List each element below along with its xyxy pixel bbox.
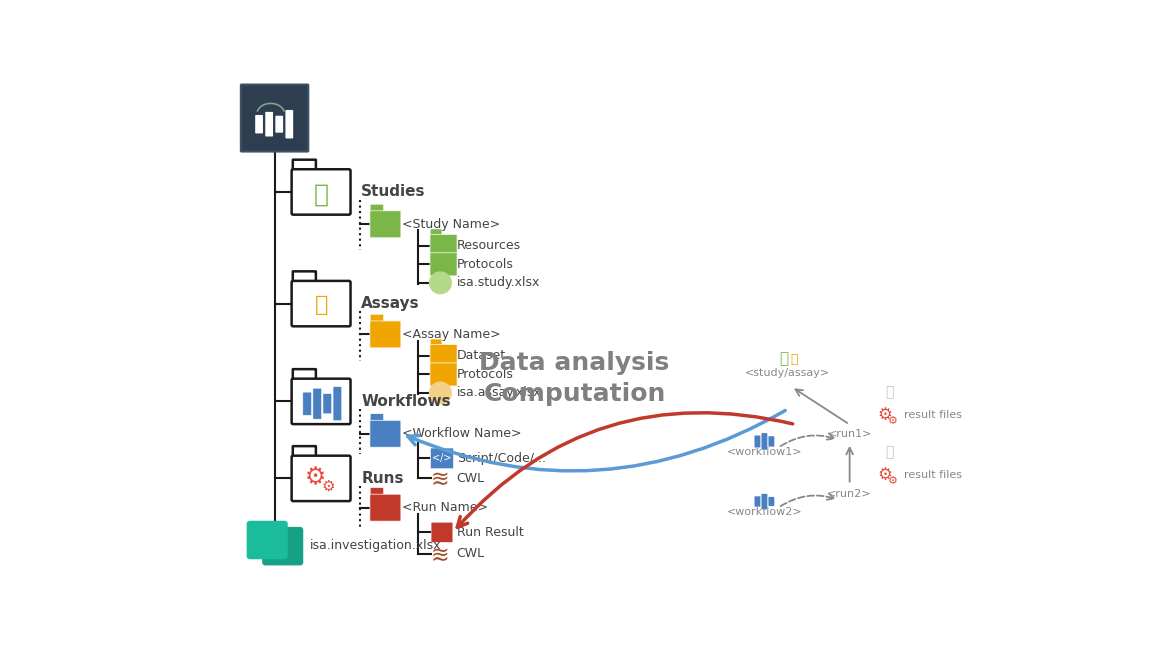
Text: ⚙: ⚙ bbox=[888, 417, 899, 426]
FancyBboxPatch shape bbox=[761, 494, 767, 509]
FancyBboxPatch shape bbox=[291, 281, 350, 326]
Text: <run1>: <run1> bbox=[827, 429, 872, 439]
Text: <workflow2>: <workflow2> bbox=[726, 507, 803, 517]
FancyBboxPatch shape bbox=[292, 369, 315, 382]
Text: Protocols: Protocols bbox=[456, 368, 514, 381]
FancyBboxPatch shape bbox=[430, 344, 457, 367]
Text: CWL: CWL bbox=[456, 472, 485, 485]
FancyBboxPatch shape bbox=[291, 169, 350, 214]
Text: isa.investigation.xlsx: isa.investigation.xlsx bbox=[310, 539, 441, 552]
Text: <study/assay>: <study/assay> bbox=[745, 368, 830, 378]
Text: Dataset: Dataset bbox=[456, 350, 506, 363]
Text: Runs: Runs bbox=[362, 471, 404, 486]
FancyBboxPatch shape bbox=[255, 115, 263, 133]
Text: Resources: Resources bbox=[456, 239, 521, 252]
Text: ⚙: ⚙ bbox=[878, 466, 893, 484]
FancyBboxPatch shape bbox=[275, 116, 283, 133]
Text: <run2>: <run2> bbox=[827, 489, 872, 499]
FancyBboxPatch shape bbox=[241, 84, 308, 151]
FancyBboxPatch shape bbox=[431, 448, 454, 469]
Text: CWL: CWL bbox=[456, 547, 485, 560]
Text: isa.study.xlsx: isa.study.xlsx bbox=[456, 276, 541, 289]
FancyBboxPatch shape bbox=[333, 387, 342, 421]
FancyBboxPatch shape bbox=[754, 436, 760, 448]
FancyBboxPatch shape bbox=[370, 421, 401, 447]
Text: 🥁: 🥁 bbox=[790, 352, 798, 365]
Circle shape bbox=[430, 272, 452, 294]
FancyBboxPatch shape bbox=[370, 321, 401, 348]
FancyBboxPatch shape bbox=[768, 436, 775, 447]
Text: ⚙: ⚙ bbox=[322, 478, 336, 493]
FancyBboxPatch shape bbox=[431, 229, 442, 236]
Text: ⚙: ⚙ bbox=[304, 465, 326, 489]
FancyBboxPatch shape bbox=[430, 253, 457, 276]
Text: Run Result: Run Result bbox=[456, 526, 523, 539]
FancyBboxPatch shape bbox=[768, 497, 775, 506]
FancyBboxPatch shape bbox=[430, 234, 457, 257]
Text: <Study Name>: <Study Name> bbox=[402, 218, 500, 231]
FancyBboxPatch shape bbox=[285, 110, 293, 138]
Text: <Run Name>: <Run Name> bbox=[402, 501, 489, 514]
FancyBboxPatch shape bbox=[291, 379, 350, 424]
FancyBboxPatch shape bbox=[754, 496, 760, 507]
FancyBboxPatch shape bbox=[292, 446, 315, 459]
Text: ≋: ≋ bbox=[431, 470, 449, 490]
Text: </>: </> bbox=[432, 454, 452, 463]
Text: 🥁: 🥁 bbox=[314, 295, 328, 315]
Text: ⚙: ⚙ bbox=[878, 406, 893, 424]
FancyBboxPatch shape bbox=[370, 494, 401, 521]
FancyBboxPatch shape bbox=[431, 248, 442, 255]
FancyBboxPatch shape bbox=[266, 112, 273, 136]
FancyBboxPatch shape bbox=[303, 392, 312, 415]
FancyBboxPatch shape bbox=[371, 414, 383, 422]
Text: <workflow1>: <workflow1> bbox=[726, 447, 802, 457]
Text: Protocols: Protocols bbox=[456, 258, 514, 271]
Circle shape bbox=[430, 382, 452, 404]
FancyBboxPatch shape bbox=[430, 363, 457, 386]
Text: Script/Code/...: Script/Code/... bbox=[456, 452, 545, 465]
FancyBboxPatch shape bbox=[292, 271, 315, 284]
FancyBboxPatch shape bbox=[371, 204, 383, 213]
Text: isa.assay.xlsx: isa.assay.xlsx bbox=[456, 387, 542, 400]
Text: <Assay Name>: <Assay Name> bbox=[402, 328, 501, 341]
Text: ≋: ≋ bbox=[431, 545, 449, 566]
Text: 💡: 💡 bbox=[886, 385, 894, 399]
Text: result files: result files bbox=[904, 410, 962, 421]
Text: 💡: 💡 bbox=[886, 445, 894, 459]
FancyBboxPatch shape bbox=[431, 339, 442, 346]
FancyBboxPatch shape bbox=[371, 315, 383, 323]
FancyBboxPatch shape bbox=[431, 523, 453, 542]
Text: Data analysis
Computation: Data analysis Computation bbox=[479, 351, 670, 406]
FancyBboxPatch shape bbox=[323, 394, 331, 413]
FancyBboxPatch shape bbox=[262, 527, 304, 566]
FancyBboxPatch shape bbox=[292, 160, 315, 172]
Text: result files: result files bbox=[904, 471, 962, 480]
Text: Assays: Assays bbox=[362, 296, 420, 311]
FancyBboxPatch shape bbox=[247, 521, 288, 559]
FancyBboxPatch shape bbox=[370, 211, 401, 238]
Text: 🌿: 🌿 bbox=[313, 182, 328, 206]
FancyBboxPatch shape bbox=[313, 388, 321, 419]
FancyBboxPatch shape bbox=[291, 456, 350, 501]
Text: <Workflow Name>: <Workflow Name> bbox=[402, 427, 522, 440]
FancyBboxPatch shape bbox=[431, 358, 442, 365]
Text: 🌿: 🌿 bbox=[780, 352, 789, 367]
FancyBboxPatch shape bbox=[761, 433, 767, 450]
Text: Studies: Studies bbox=[362, 185, 426, 200]
Text: ⚙: ⚙ bbox=[888, 476, 899, 486]
FancyBboxPatch shape bbox=[371, 488, 383, 496]
Text: Workflows: Workflows bbox=[362, 394, 450, 409]
